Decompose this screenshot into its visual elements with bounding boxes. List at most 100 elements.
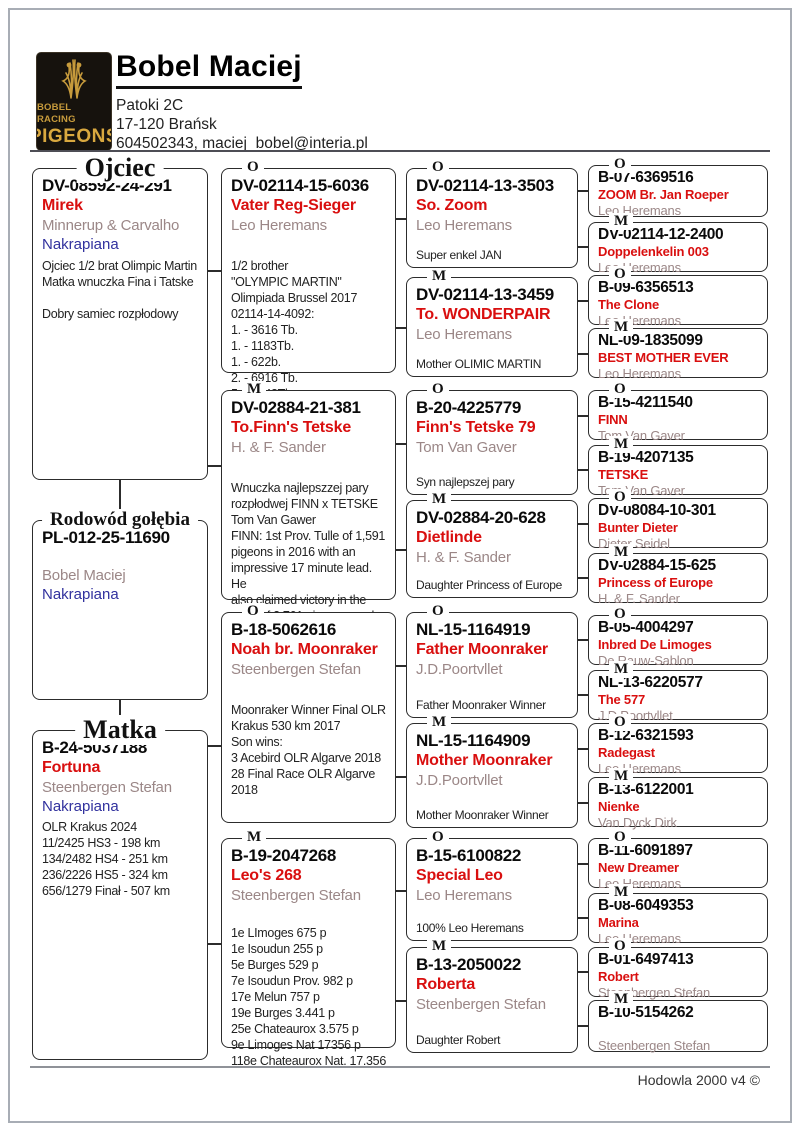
- connector: [577, 917, 589, 919]
- pigeon-notes: 1/2 brother "OLYMPIC MARTIN" Olimpiada B…: [231, 259, 358, 401]
- pigeon-name: Bunter Dieter: [598, 520, 678, 535]
- fancier-name: Leo Heremans: [416, 887, 512, 904]
- sex-tag: O: [427, 603, 449, 620]
- pigeon-notes: 1e LImoges 675 p 1e Isoudun 255 p 5e Bur…: [231, 926, 386, 1068]
- subject-box: Rodowód gołębia PL-012-25-11690 Bobel Ma…: [32, 509, 208, 700]
- connector: [395, 665, 407, 667]
- pigeon-name: Vater Reg-Sieger: [231, 197, 356, 214]
- granddam-maternal-box: M B-19-2047268 Leo's 268 Steenbergen Ste…: [221, 829, 396, 1068]
- pigeon-name: TETSKE: [598, 467, 649, 482]
- connector: [577, 469, 589, 471]
- pigeon-name: ZOOM Br. Jan Roeper: [598, 187, 729, 202]
- pigeon-name: Doppelenkelin 003: [598, 244, 709, 259]
- ring-number: B-15-4211540: [598, 394, 693, 411]
- father-name: Mirek: [42, 197, 83, 214]
- gggparent-box-13: O B-11-6091897 New Dreamer Leo Heremans: [588, 829, 768, 891]
- father-section-label: Ojciec: [76, 153, 164, 183]
- pigeon-name: The Clone: [598, 297, 660, 312]
- pigeon-notes: Moonraker Winner Final OLR Krakus 530 km…: [231, 703, 386, 797]
- fancier-name: Tom Van Gaver: [416, 439, 517, 456]
- sex-tag: O: [609, 714, 631, 731]
- sex-tag: M: [242, 381, 267, 398]
- ring-number: B-11-6091897: [598, 842, 693, 859]
- ggparent-box-6: M NL-15-1164909 Mother Moonraker J.D.Poo…: [406, 714, 578, 828]
- subject-plumage: Nakrapiana: [42, 586, 119, 603]
- pigeon-name: To. WONDERPAIR: [416, 306, 551, 323]
- logo-text-line2: PIGEONS: [37, 126, 111, 147]
- gggparent-box-6: M B-19-4207135 TETSKE Tom Van Gaver: [588, 436, 768, 498]
- address-street: Patoki 2C: [116, 97, 184, 114]
- pigeon-name: Father Moonraker: [416, 641, 548, 658]
- pigeon-name: [598, 1022, 759, 1038]
- sex-tag: M: [609, 661, 634, 678]
- connector: [577, 415, 589, 417]
- pigeon-name: The 577: [598, 692, 646, 707]
- sex-tag: O: [609, 606, 631, 623]
- father-notes: Ojciec 1/2 brat Olimpic Martin Matka wnu…: [42, 259, 197, 321]
- sex-tag: O: [427, 159, 449, 176]
- fancier-name: H. & F. Sander: [416, 549, 511, 566]
- pigeon-note: 100% Leo Heremans: [416, 921, 524, 935]
- fancier-name: H. & F. Sander: [231, 439, 326, 456]
- connector: [577, 1025, 589, 1027]
- logo-text-line1: BOBEL RACING: [37, 102, 76, 125]
- fancier-name: Leo Heremans: [598, 366, 681, 381]
- subject-fancier: Bobel Maciej: [42, 567, 126, 584]
- ggparent-box-3: O B-20-4225779 Finn's Tetske 79 Tom Van …: [406, 381, 578, 495]
- connector: [207, 943, 222, 945]
- ring-number: B-19-4207135: [598, 449, 694, 466]
- gggparent-box-12: M B-13-6122001 Nienke Van Dyck Dirk: [588, 768, 768, 830]
- ring-number: B-18-5062616: [231, 620, 337, 639]
- sex-tag: O: [609, 156, 631, 173]
- grandsire-paternal-box: O DV-02114-15-6036 Vater Reg-Sieger Leo …: [221, 159, 396, 401]
- sex-tag: O: [609, 938, 631, 955]
- fancier-title: Bobel Maciej: [116, 50, 302, 89]
- footer-divider: [30, 1066, 770, 1068]
- pedigree-section-label: Rodowód gołębia: [42, 509, 198, 531]
- pigeon-name: BEST MOTHER EVER: [598, 350, 729, 365]
- ggparent-box-7: O B-15-6100822 Special Leo Leo Heremans …: [406, 829, 578, 941]
- connector: [577, 577, 589, 579]
- gggparent-box-14: M B-08-6049353 Marina Leo Heremans: [588, 884, 768, 946]
- ring-number: DV-02114-13-3503: [416, 176, 554, 195]
- pigeon-note: Daughter Robert: [416, 1033, 501, 1047]
- ring-number: B-13-2050022: [416, 955, 522, 974]
- gggparent-box-10: M NL-13-6220577 The 577 J.D.Poortvllet: [588, 661, 768, 723]
- connector: [395, 443, 407, 445]
- pigeon-name: Inbred De Limoges: [598, 637, 712, 652]
- pigeon-note: Daughter Princess of Europe: [416, 578, 562, 592]
- father-plumage: Nakrapiana: [42, 236, 119, 253]
- pigeon-note: Mother Moonraker Winner: [416, 808, 549, 822]
- ggparent-box-5: O NL-15-1164919 Father Moonraker J.D.Poo…: [406, 603, 578, 718]
- gggparent-box-2: M DV-02114-12-2400 Doppelenkelin 003 Leo…: [588, 213, 768, 275]
- gggparent-box-3: O B-09-6356513 The Clone Leo Heremans: [588, 266, 768, 328]
- pigeon-name: Leo's 268: [231, 867, 302, 884]
- subject-ring: PL-012-25-11690: [42, 528, 170, 547]
- fancier-name: H. & F. Sander: [598, 591, 680, 606]
- father-box: Ojciec DV-08592-24-291 Mirek Minnerup & …: [32, 153, 208, 480]
- sex-tag: M: [609, 884, 634, 901]
- sex-tag: M: [242, 829, 267, 846]
- ring-number: B-01-6497413: [598, 951, 694, 968]
- fancier-name: Leo Heremans: [416, 326, 512, 343]
- fancier-name: Leo Heremans: [231, 217, 327, 234]
- connector: [577, 802, 589, 804]
- sex-tag: M: [609, 213, 634, 230]
- sex-tag: O: [242, 159, 264, 176]
- pigeon-name: Radegast: [598, 745, 655, 760]
- ring-number: B-15-6100822: [416, 846, 522, 865]
- ring-number: B-09-6356513: [598, 279, 694, 296]
- ggparent-box-2: M DV-02114-13-3459 To. WONDERPAIR Leo He…: [406, 268, 578, 377]
- two-pigeons-icon: [61, 59, 87, 99]
- ring-number: DV-02114-13-3459: [416, 285, 554, 304]
- fancier-name: Steenbergen Stefan: [231, 887, 361, 904]
- pigeon-name: FINN: [598, 412, 628, 427]
- sex-tag: O: [609, 381, 631, 398]
- connector: [577, 300, 589, 302]
- pigeon-name: Nienke: [598, 799, 640, 814]
- connector: [577, 190, 589, 192]
- connector: [395, 549, 407, 551]
- gggparent-box-8: M DV-02884-15-625 Princess of Europe H. …: [588, 544, 768, 606]
- header-divider: [30, 150, 770, 152]
